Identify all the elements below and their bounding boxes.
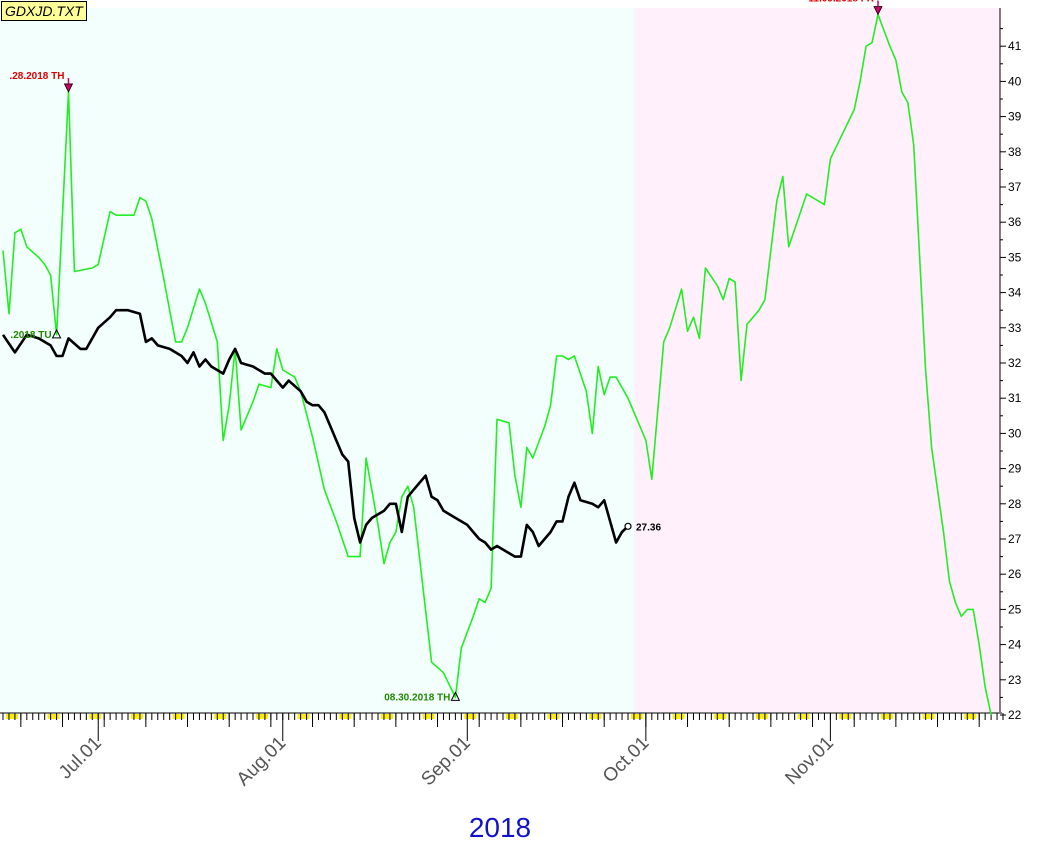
y-tick-label: 30 bbox=[1008, 426, 1022, 440]
y-tick-label: 29 bbox=[1008, 462, 1022, 476]
x-tick-label: Aug.01 bbox=[233, 733, 290, 790]
low-marker-icon bbox=[51, 328, 62, 339]
past-region-background bbox=[0, 8, 634, 712]
x-tick-label: Sep.01 bbox=[417, 733, 474, 790]
y-tick-label: 26 bbox=[1008, 567, 1022, 581]
series-layer bbox=[1, 13, 992, 716]
y-tick-label: 27 bbox=[1008, 532, 1022, 546]
y-tick-label: 33 bbox=[1008, 321, 1022, 335]
last-value-label: 27.36 bbox=[636, 522, 661, 533]
x-axis-labels: Jul.01 Aug.01 Sep.01 Oct.01 Nov.01 bbox=[55, 713, 838, 790]
y-tick-label: 35 bbox=[1008, 250, 1022, 264]
y-tick-label: 40 bbox=[1008, 74, 1022, 88]
y-tick-label: 23 bbox=[1008, 673, 1022, 687]
y-tick-label: 34 bbox=[1008, 286, 1022, 300]
x-axis-ticks bbox=[0, 712, 1004, 727]
series-line bbox=[1, 308, 629, 558]
y-tick-label: 37 bbox=[1008, 180, 1022, 194]
high-marker-label: .28.2018 TH bbox=[9, 71, 64, 82]
y-tick-label: 24 bbox=[1008, 638, 1022, 652]
y-tick-label: 25 bbox=[1008, 602, 1022, 616]
y-tick-label: 32 bbox=[1008, 356, 1022, 370]
low-marker-icon bbox=[450, 691, 461, 701]
series-line bbox=[2, 13, 992, 716]
low-marker-label: 08.30.2018 TH bbox=[384, 692, 450, 703]
forecast-region-background bbox=[633, 8, 1000, 712]
high-marker-label: 11.09.2018 FR bbox=[808, 0, 874, 5]
marker-layer: .28.2018 TH .2018 TU 08.30.2018 TH 11.09.20… bbox=[9, 0, 883, 703]
x-tick-label: Oct.01 bbox=[599, 733, 653, 787]
y-tick-label: 39 bbox=[1008, 110, 1022, 124]
low-marker-label: .2018 TU bbox=[10, 330, 51, 341]
y-tick-label: 22 bbox=[1008, 708, 1022, 722]
x-tick-label: Jul.01 bbox=[55, 733, 106, 784]
year-label: 2018 bbox=[468, 812, 532, 843]
y-axis: 22 23 24 25 26 27 28 29 30 31 32 33 34 35 36 37 38 39 40 41 bbox=[999, 8, 1022, 722]
y-tick-label: 36 bbox=[1008, 215, 1022, 229]
y-tick-label: 31 bbox=[1008, 391, 1022, 405]
y-tick-label: 41 bbox=[1008, 39, 1022, 53]
y-tick-label: 28 bbox=[1008, 497, 1022, 511]
x-tick-label: Nov.01 bbox=[781, 733, 837, 789]
y-tick-label: 38 bbox=[1008, 145, 1022, 159]
ticker-label: GDXJD.TXT bbox=[1, 1, 87, 21]
last-value-marker bbox=[624, 522, 632, 530]
